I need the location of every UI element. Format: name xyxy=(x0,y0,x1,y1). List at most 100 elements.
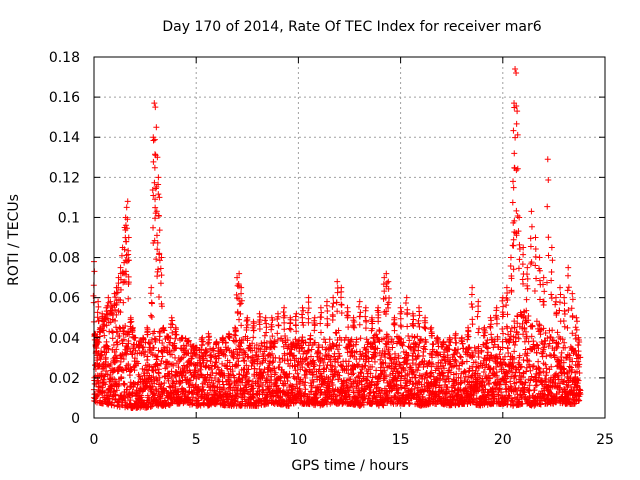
data-point xyxy=(114,355,121,362)
data-point xyxy=(322,346,329,353)
data-point xyxy=(364,373,371,380)
data-point xyxy=(258,373,265,380)
data-point xyxy=(310,378,317,385)
data-point xyxy=(265,400,272,407)
data-point xyxy=(158,358,165,365)
data-point xyxy=(359,350,366,357)
data-point xyxy=(103,338,110,345)
data-point xyxy=(308,388,315,395)
data-point xyxy=(125,340,132,347)
data-point xyxy=(166,383,173,390)
data-point xyxy=(271,365,278,372)
data-point xyxy=(253,348,260,355)
data-point xyxy=(272,369,279,376)
data-point xyxy=(240,357,247,364)
data-point xyxy=(147,403,154,410)
data-point xyxy=(109,335,116,342)
data-point xyxy=(334,346,341,353)
data-point xyxy=(105,345,112,352)
data-point xyxy=(372,339,379,346)
data-point xyxy=(171,340,178,347)
data-point xyxy=(353,336,360,343)
y-tick-label: 0 xyxy=(71,411,80,427)
data-point xyxy=(168,368,175,375)
data-point xyxy=(157,395,164,402)
data-point xyxy=(335,376,342,383)
data-point xyxy=(336,342,343,349)
data-point xyxy=(324,361,331,368)
data-point xyxy=(200,386,207,393)
data-point xyxy=(346,341,353,348)
data-point xyxy=(269,350,276,357)
data-point xyxy=(131,355,138,362)
data-point xyxy=(240,354,247,361)
data-point xyxy=(347,376,354,383)
data-point xyxy=(301,382,308,389)
data-point xyxy=(203,348,210,355)
data-point xyxy=(126,391,133,398)
x-tick-label: 15 xyxy=(392,432,410,448)
x-tick-label: 0 xyxy=(90,432,99,448)
data-point xyxy=(237,346,244,353)
data-point xyxy=(156,337,163,344)
data-point xyxy=(284,356,291,363)
data-point xyxy=(183,364,190,371)
y-axis-label: ROTI / TECUs xyxy=(6,194,22,286)
data-point xyxy=(222,352,229,359)
data-point xyxy=(365,366,372,373)
data-point xyxy=(249,354,256,361)
data-point xyxy=(277,359,284,366)
data-point xyxy=(319,355,326,362)
data-point xyxy=(294,370,301,377)
data-point xyxy=(317,356,324,363)
data-point xyxy=(341,385,348,392)
data-point xyxy=(148,387,155,394)
data-point xyxy=(135,360,142,367)
data-point xyxy=(215,366,222,373)
data-point xyxy=(114,341,121,348)
data-point xyxy=(371,358,378,365)
y-tick-label: 0.06 xyxy=(49,291,80,307)
data-point xyxy=(345,363,352,370)
data-point xyxy=(155,366,162,373)
data-point xyxy=(122,323,129,330)
data-point xyxy=(137,385,144,392)
data-point xyxy=(120,336,127,343)
data-point xyxy=(106,395,113,402)
data-point xyxy=(121,381,128,388)
data-point xyxy=(164,363,171,370)
data-point xyxy=(360,401,367,408)
data-point xyxy=(260,369,267,376)
data-point xyxy=(170,362,177,369)
data-point xyxy=(306,366,313,373)
data-point xyxy=(298,345,305,352)
data-point xyxy=(368,378,375,385)
data-point xyxy=(98,351,105,358)
data-point xyxy=(367,370,374,377)
data-point xyxy=(215,376,222,383)
data-point xyxy=(292,336,299,343)
data-point xyxy=(369,363,376,370)
data-point xyxy=(220,381,227,388)
data-point xyxy=(263,394,270,401)
data-point xyxy=(271,340,278,347)
data-point xyxy=(156,374,163,381)
data-point xyxy=(345,370,352,377)
data-point xyxy=(262,357,269,364)
data-point xyxy=(197,371,204,378)
data-point xyxy=(239,377,246,384)
data-point xyxy=(236,371,243,378)
data-point xyxy=(250,334,257,341)
data-point xyxy=(324,401,331,408)
data-point xyxy=(329,340,336,347)
data-point xyxy=(256,383,263,390)
data-point xyxy=(154,362,161,369)
data-point xyxy=(378,352,385,359)
data-point xyxy=(282,332,289,339)
data-point xyxy=(323,365,330,372)
data-point xyxy=(305,347,312,354)
data-point xyxy=(302,375,309,382)
data-point xyxy=(254,387,261,394)
data-point xyxy=(256,365,263,372)
data-point xyxy=(355,361,362,368)
